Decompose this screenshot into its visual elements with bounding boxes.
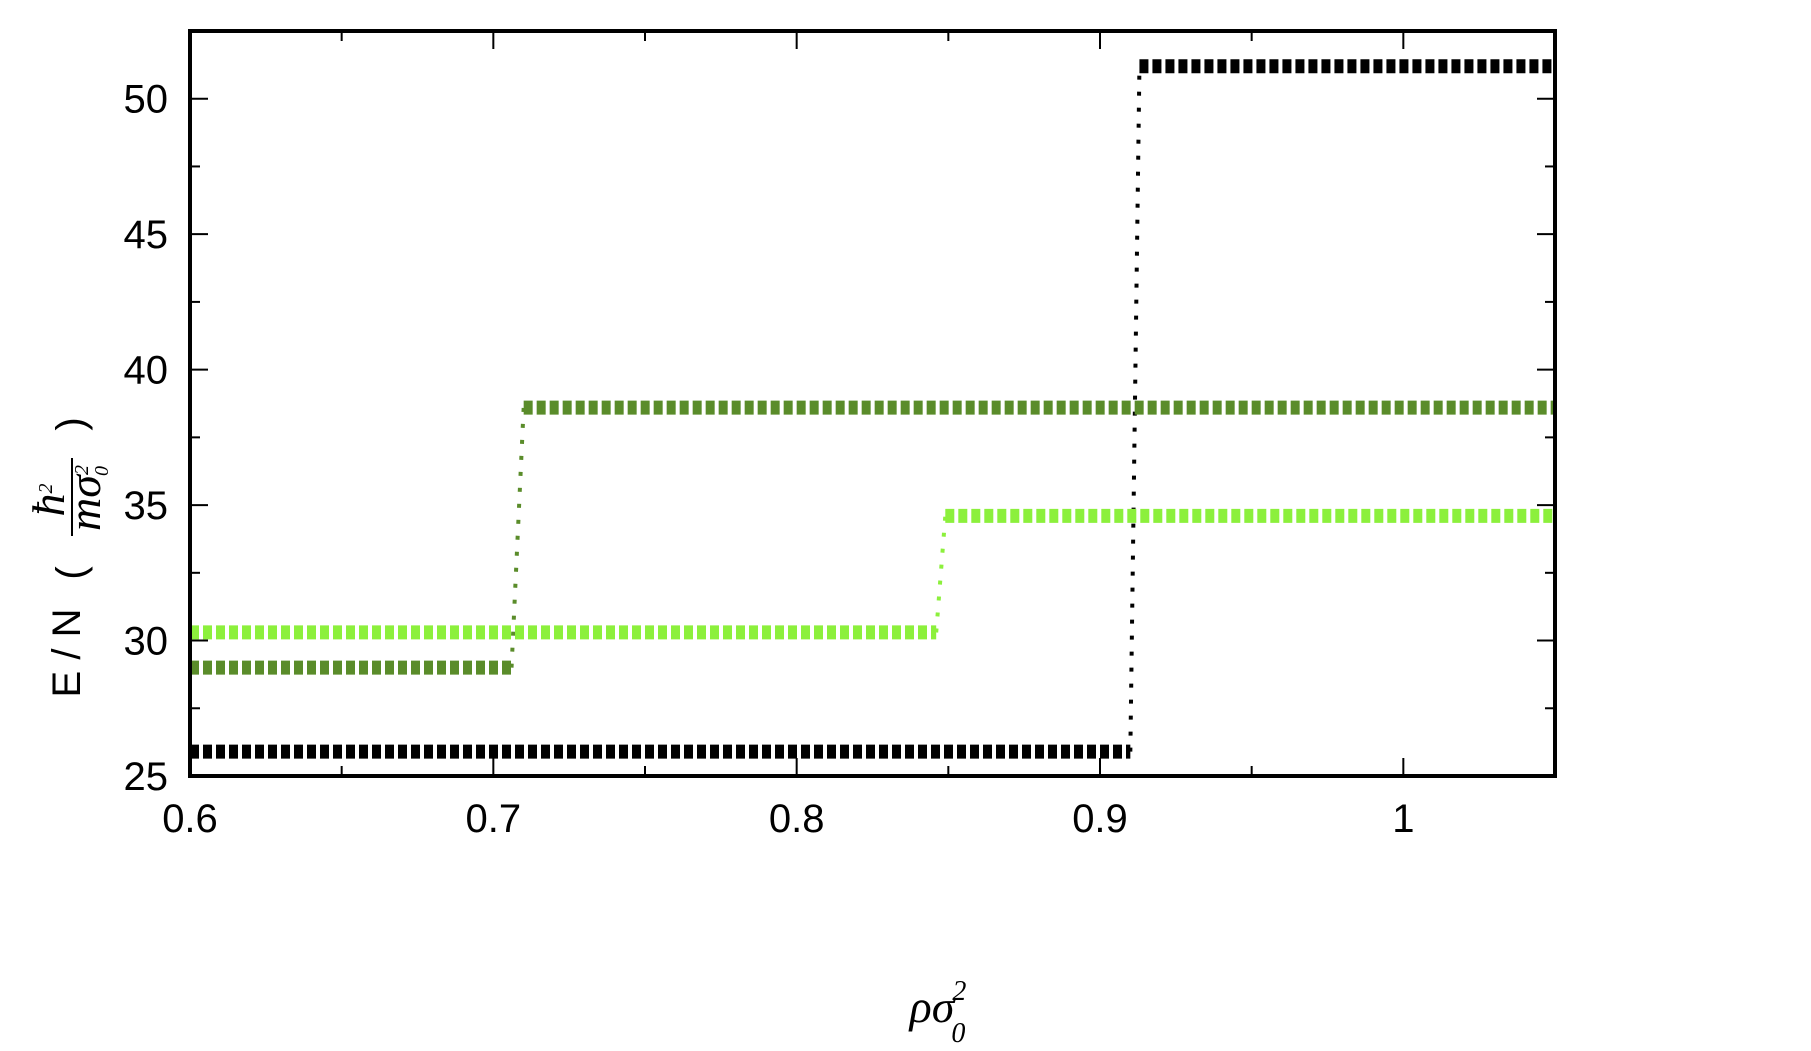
y-tick-label: 30	[124, 620, 169, 664]
y-axis-label-prefix: E / N	[45, 609, 89, 698]
x-tick-label: 0.7	[466, 797, 522, 841]
x-tick-label: 0.9	[1072, 797, 1128, 841]
labels-layer: 0.6 0.7 0.8 0.9 1 25 30 35 40 45 50	[124, 78, 1415, 841]
y-axis-label-denominator: mσ20	[59, 465, 113, 531]
y-tick-label: 35	[124, 484, 169, 528]
x-axis-label-base: ρσ	[908, 981, 957, 1032]
y-axis-label-paren-left: (	[49, 566, 93, 580]
series-2	[190, 508, 1555, 640]
series-1	[190, 400, 1555, 675]
series-2-jump	[934, 515, 948, 633]
y-tick-label: 25	[124, 755, 169, 799]
series-0	[190, 59, 1555, 759]
series-1-jump	[509, 407, 526, 668]
y-axis-label-paren-right: )	[49, 417, 93, 430]
x-axis-label: ρσ2 0	[908, 976, 967, 1049]
x-tick-label: 0.6	[162, 797, 218, 841]
y-axis-label-numerator: ħ2	[23, 484, 74, 517]
x-tick-label: 0.8	[769, 797, 825, 841]
x-axis-label-sup: 2	[952, 976, 966, 1007]
y-tick-label: 50	[124, 78, 169, 122]
y-tick-label: 40	[124, 349, 169, 393]
y-tick-label: 45	[124, 213, 169, 257]
y-axis-label: E / N ( ħ2 mσ20 )	[23, 417, 113, 697]
series-0-jump	[1128, 66, 1142, 752]
series-layer	[190, 59, 1555, 759]
x-tick-label: 1	[1392, 797, 1414, 841]
plot-frame	[188, 29, 1557, 778]
x-axis-label-sub: 0	[951, 1018, 965, 1049]
